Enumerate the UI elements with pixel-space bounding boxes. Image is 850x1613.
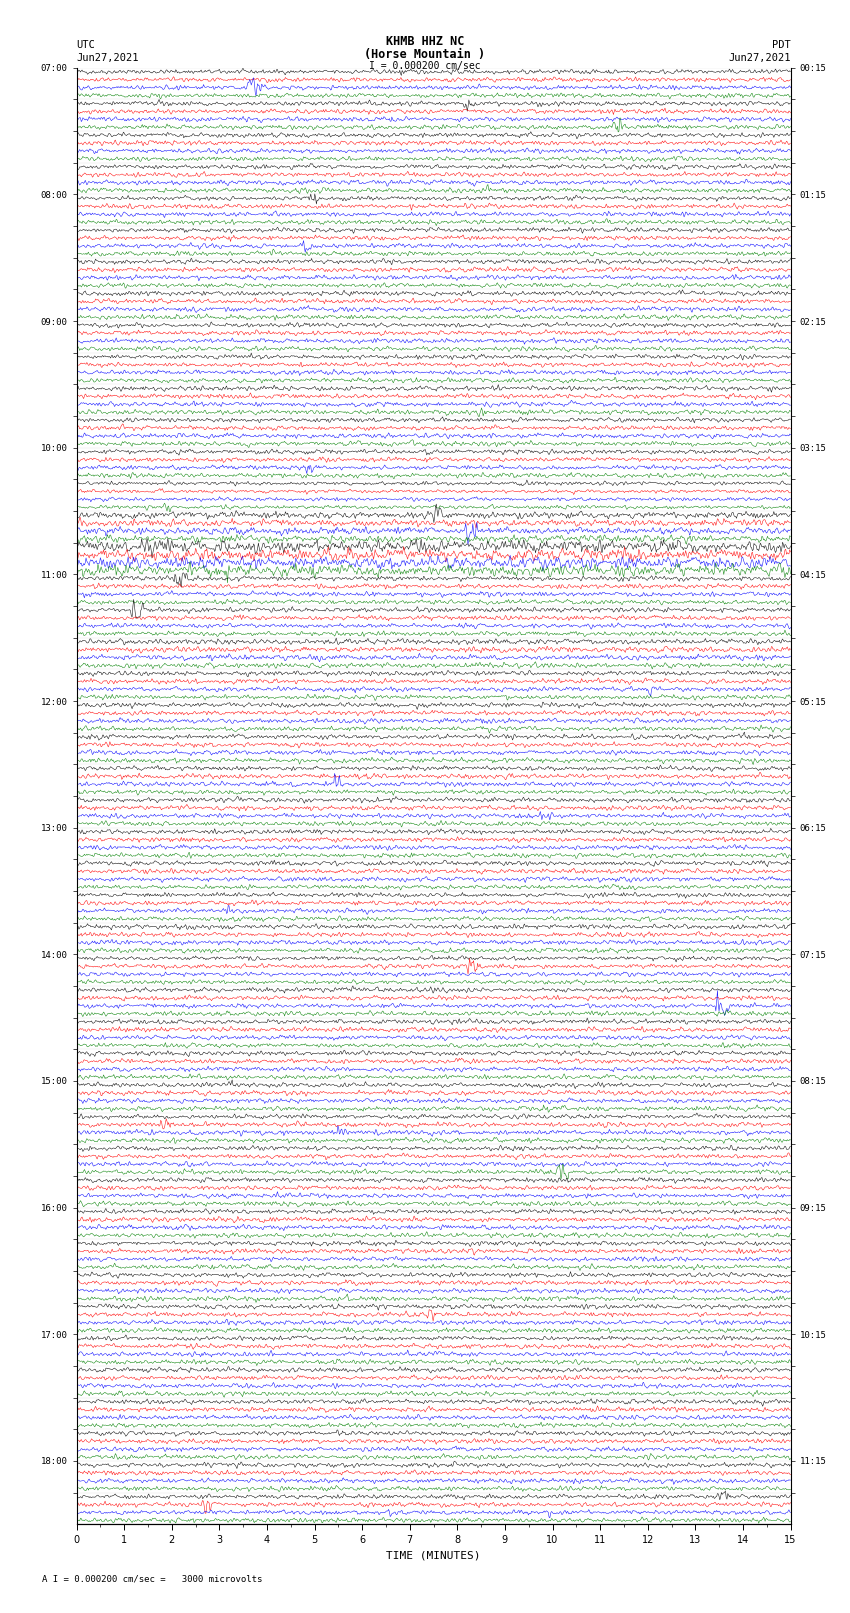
X-axis label: TIME (MINUTES): TIME (MINUTES) <box>386 1550 481 1560</box>
Text: A I = 0.000200 cm/sec =   3000 microvolts: A I = 0.000200 cm/sec = 3000 microvolts <box>42 1574 263 1584</box>
Text: I = 0.000200 cm/sec: I = 0.000200 cm/sec <box>369 61 481 71</box>
Text: KHMB HHZ NC: KHMB HHZ NC <box>386 35 464 48</box>
Text: Jun27,2021: Jun27,2021 <box>728 53 791 63</box>
Text: UTC: UTC <box>76 40 95 50</box>
Text: (Horse Mountain ): (Horse Mountain ) <box>365 48 485 61</box>
Text: Jun27,2021: Jun27,2021 <box>76 53 139 63</box>
Text: PDT: PDT <box>772 40 791 50</box>
